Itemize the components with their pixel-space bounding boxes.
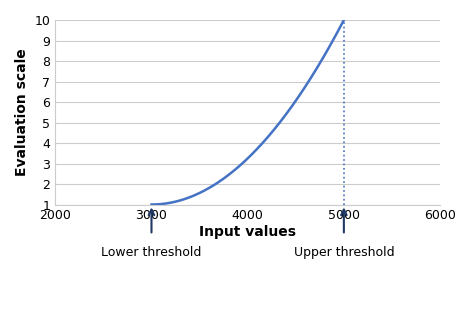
Text: Lower threshold: Lower threshold bbox=[101, 246, 202, 258]
X-axis label: Input values: Input values bbox=[199, 225, 296, 239]
Text: Upper threshold: Upper threshold bbox=[293, 246, 394, 258]
Y-axis label: Evaluation scale: Evaluation scale bbox=[15, 48, 29, 176]
